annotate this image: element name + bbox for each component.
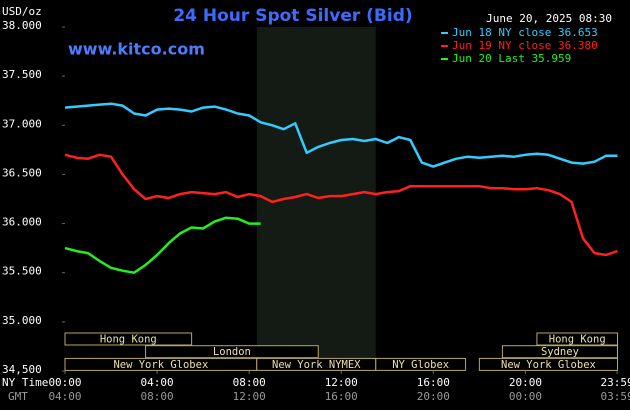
y-tick-label: 35.000 [2, 314, 42, 327]
x-tick-label: 20:00 [509, 376, 542, 389]
y-tick-label: 37.500 [2, 68, 42, 81]
y-tick-label: 36.500 [2, 166, 42, 179]
gmt-tick-label: 20:00 [417, 390, 450, 403]
gmt-tick-label: 00:00 [509, 390, 542, 403]
session-label: Sydney [541, 346, 579, 358]
session-box [375, 357, 467, 371]
session-box [478, 357, 618, 371]
x-row-label: GMT [8, 390, 28, 403]
y-tick-label: 34,500 [2, 363, 42, 376]
gmt-tick-label: 04:00 [48, 390, 81, 403]
timestamp: June 20, 2025 08:30 [486, 12, 612, 25]
session-box [501, 345, 619, 359]
series-line [64, 216, 261, 274]
session-label: New York NYMEX [272, 359, 361, 371]
x-tick-label: 04:00 [141, 376, 174, 389]
session-box [145, 345, 319, 359]
session-label: Hong Kong [100, 334, 157, 346]
x-tick-label: 16:00 [417, 376, 450, 389]
series-line [64, 153, 618, 257]
y-tick-label: 37.000 [2, 117, 42, 130]
x-tick-label: 08:00 [233, 376, 266, 389]
x-row-label: NY Time [2, 376, 48, 389]
session-box [536, 332, 618, 346]
gmt-tick-label: 08:00 [141, 390, 174, 403]
session-label: NY Globex [392, 359, 449, 371]
chart-title: 24 Hour Spot Silver (Bid) [173, 6, 412, 26]
session-label: New York Globex [501, 359, 596, 371]
y-tick-label: 36.000 [2, 216, 42, 229]
legend-label: Jun 19 NY close 36.380 [452, 39, 598, 52]
session-label: Hong Kong [549, 334, 606, 346]
legend-label: Jun 18 NY close 36.653 [452, 26, 598, 39]
legend-label: Jun 20 Last 35.959 [452, 52, 571, 65]
session-label: London [213, 346, 251, 358]
market-shade [256, 27, 376, 371]
gmt-tick-label: 03:59 [601, 390, 630, 403]
x-tick-label: 12:00 [325, 376, 358, 389]
series-line [64, 102, 618, 168]
gmt-tick-label: 12:00 [233, 390, 266, 403]
session-box [64, 332, 193, 346]
y-tick-label: 38.000 [2, 19, 42, 32]
y-tick-label: 35.500 [2, 265, 42, 278]
gmt-tick-label: 16:00 [325, 390, 358, 403]
x-tick-label: 23:59 [601, 376, 630, 389]
y-axis-label: USD/oz [2, 5, 42, 18]
watermark: www.kitco.com [68, 40, 205, 59]
session-label: New York Globex [113, 359, 208, 371]
x-tick-label: 00:00 [48, 376, 81, 389]
